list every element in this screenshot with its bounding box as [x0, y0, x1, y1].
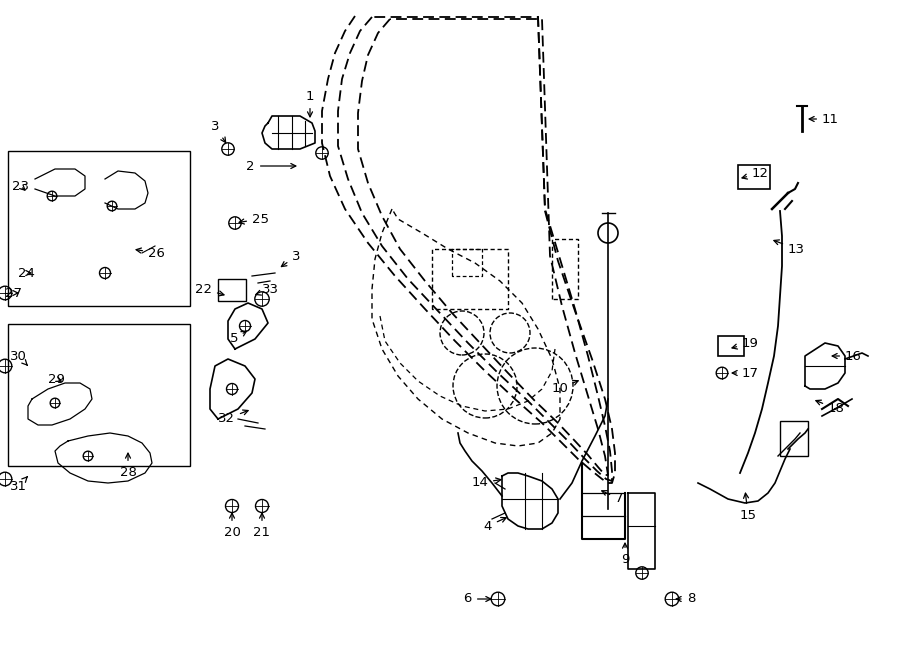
Bar	[218, 279, 246, 301]
Bar	[780, 421, 808, 456]
Text: 14: 14	[471, 477, 501, 490]
Text: 6: 6	[464, 592, 490, 605]
Text: 29: 29	[48, 373, 65, 385]
Text: 21: 21	[254, 513, 271, 539]
Text: 30: 30	[10, 350, 27, 366]
Text: 11: 11	[809, 112, 839, 126]
Text: 3: 3	[282, 249, 301, 266]
Text: 15: 15	[740, 493, 757, 522]
Text: 13: 13	[774, 240, 805, 256]
Text: 8: 8	[676, 592, 695, 605]
Text: 10: 10	[551, 381, 578, 395]
Text: 22: 22	[195, 282, 224, 296]
Text: 20: 20	[223, 513, 240, 539]
Text: 27: 27	[5, 286, 22, 299]
Bar	[8, 324, 190, 466]
Text: 33: 33	[256, 282, 279, 295]
Text: 25: 25	[239, 212, 269, 225]
Text: 32: 32	[218, 410, 248, 426]
Bar	[738, 165, 770, 189]
Text: 24: 24	[18, 266, 35, 280]
Text: 3: 3	[211, 120, 226, 143]
Text: 18: 18	[816, 400, 845, 416]
Text: 28: 28	[120, 453, 137, 479]
Text: 26: 26	[136, 247, 165, 260]
Bar	[718, 336, 744, 356]
Text: 12: 12	[742, 167, 769, 180]
Text: 19: 19	[732, 336, 759, 350]
Text: 17: 17	[733, 366, 759, 379]
Bar	[8, 151, 190, 306]
Text: 5: 5	[230, 331, 247, 346]
Text: 9: 9	[621, 543, 629, 566]
Text: 16: 16	[832, 350, 862, 362]
Text: 31: 31	[10, 477, 27, 492]
Text: 1: 1	[306, 90, 314, 117]
Text: 2: 2	[247, 159, 296, 173]
Text: 23: 23	[12, 180, 29, 192]
Text: 4: 4	[483, 518, 506, 533]
Text: 7: 7	[602, 490, 624, 506]
